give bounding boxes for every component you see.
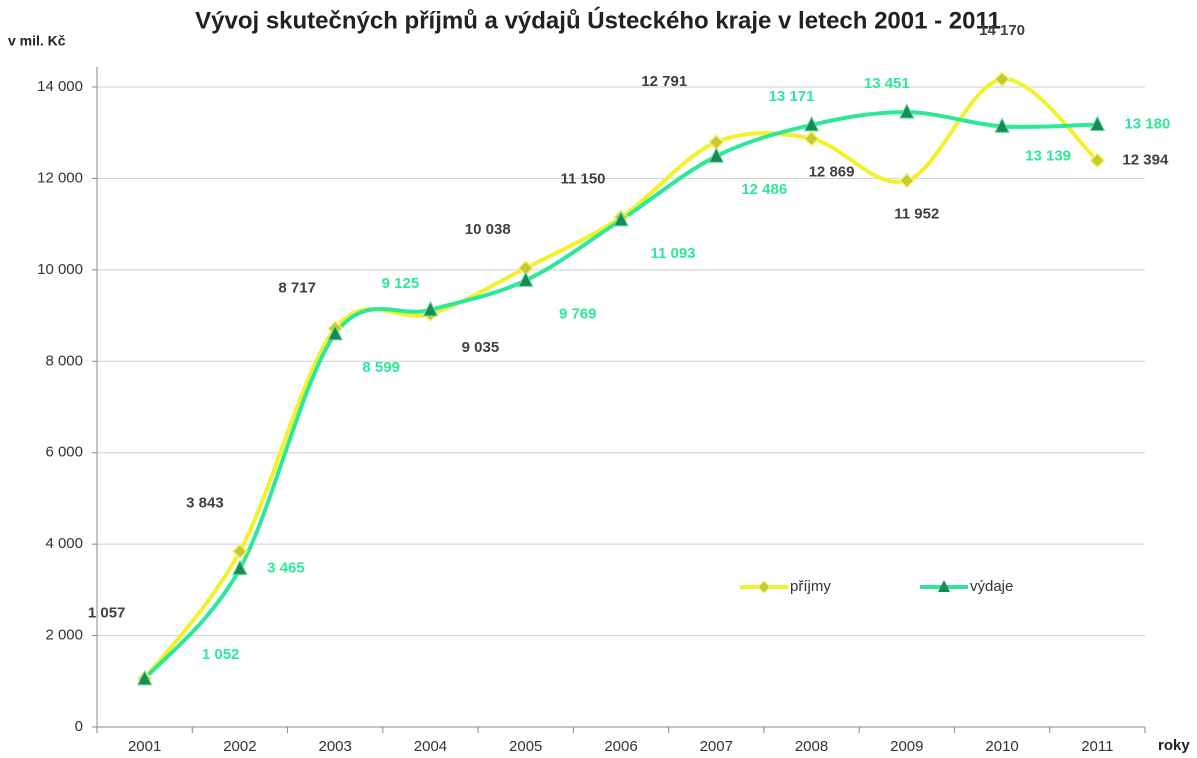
point — [994, 71, 1011, 88]
legend-label: výdaje — [970, 578, 1013, 595]
point — [231, 543, 248, 560]
legend-marker — [757, 580, 771, 594]
x-tick-label: 2003 — [318, 738, 351, 755]
point — [1089, 152, 1106, 169]
x-tick-label: 2004 — [414, 738, 447, 755]
legend-marker — [938, 580, 950, 592]
y-tick-label: 6 000 — [45, 444, 83, 461]
x-tick-label: 2005 — [509, 738, 542, 755]
data-label: 8 599 — [362, 359, 400, 376]
point — [422, 300, 439, 317]
data-label: 12 394 — [1122, 151, 1169, 168]
data-label: 9 125 — [382, 275, 420, 292]
point — [708, 147, 725, 163]
chart-title: Vývoj skutečných příjmů a výdajů Ústecké… — [195, 6, 1001, 34]
data-label: 13 451 — [864, 75, 910, 92]
data-label: 11 150 — [560, 170, 605, 187]
data-label: 12 486 — [741, 181, 787, 198]
series-line — [143, 110, 1098, 681]
data-label: 12 791 — [641, 73, 687, 90]
point — [136, 669, 153, 686]
data-label: 12 869 — [809, 164, 855, 181]
y-tick-label: 10 000 — [37, 261, 83, 278]
point — [517, 271, 534, 287]
x-tick-label: 2010 — [985, 738, 1018, 755]
x-tick-label: 2011 — [1081, 738, 1113, 755]
x-tick-label: 2006 — [604, 738, 637, 755]
y-tick-label: 2 000 — [45, 627, 83, 644]
y-tick-label: 0 — [75, 718, 83, 735]
point — [803, 130, 820, 147]
x-axis-title: roky — [1158, 737, 1190, 754]
data-label: 11 952 — [894, 206, 939, 223]
data-label: 1 057 — [88, 605, 126, 622]
point — [613, 210, 629, 227]
data-label: 14 170 — [979, 22, 1025, 39]
data-label: 13 139 — [1025, 147, 1071, 164]
x-tick-label: 2007 — [700, 738, 733, 755]
point — [327, 324, 343, 341]
point — [899, 102, 915, 119]
y-tick-label: 12 000 — [37, 169, 83, 186]
y-tick-label: 8 000 — [45, 352, 83, 369]
data-label: 13 180 — [1124, 115, 1170, 132]
x-tick-label: 2001 — [128, 738, 161, 755]
point — [803, 115, 820, 132]
point — [898, 172, 915, 189]
data-label: 13 171 — [769, 88, 815, 105]
x-tick-label: 2002 — [223, 738, 256, 755]
data-label: 3 843 — [186, 494, 224, 511]
data-label: 11 093 — [650, 245, 695, 262]
data-label: 9 769 — [559, 305, 597, 322]
x-tick-label: 2009 — [890, 738, 923, 755]
x-tick-label: 2008 — [795, 738, 828, 755]
data-label: 9 035 — [462, 339, 500, 356]
data-label: 3 465 — [267, 560, 305, 577]
data-label: 8 717 — [278, 279, 316, 296]
point — [994, 117, 1010, 133]
point — [1089, 115, 1106, 131]
legend-label: příjmy — [790, 578, 831, 595]
y-tick-label: 4 000 — [45, 535, 83, 552]
y-tick-label: 14 000 — [37, 78, 83, 95]
series-line — [143, 77, 1099, 680]
y-axis-title: v mil. Kč — [8, 33, 66, 49]
data-label: 10 038 — [465, 221, 511, 238]
data-label: 1 052 — [202, 646, 240, 663]
point — [232, 559, 248, 576]
